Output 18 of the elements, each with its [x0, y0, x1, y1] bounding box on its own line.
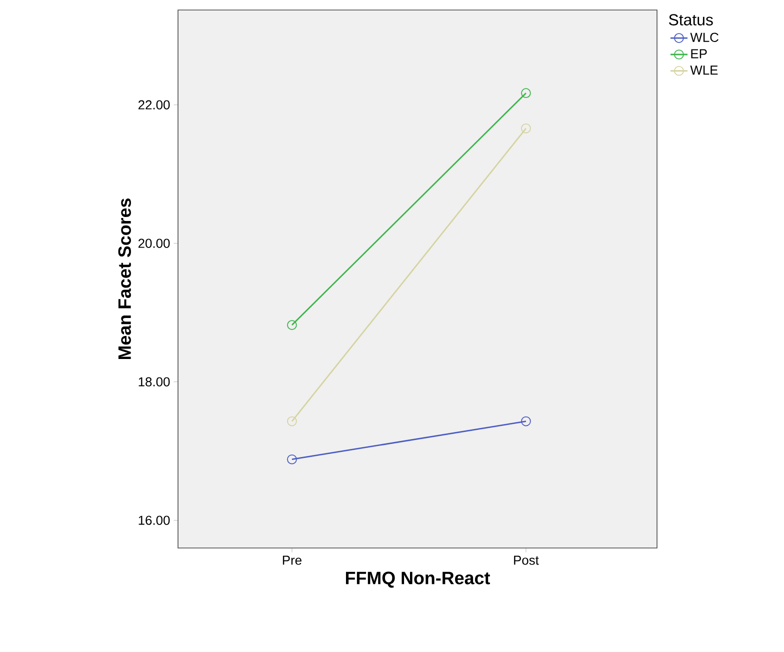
y-tick-label: 20.00	[138, 238, 170, 248]
point	[287, 454, 297, 464]
legend-label: EP	[691, 49, 707, 58]
point	[521, 416, 531, 426]
x-tick-label: Pre	[282, 556, 302, 565]
legend-label: WLE	[690, 66, 718, 75]
y-tick-label: 18.00	[138, 377, 170, 386]
y-tick-label: 16.00	[138, 516, 170, 525]
legend-title: Status	[668, 14, 713, 26]
legend-label: WLC	[690, 32, 718, 42]
point	[287, 320, 297, 330]
y-axis-title: Mean Facet Scores	[118, 198, 131, 360]
point	[521, 123, 531, 134]
point	[521, 88, 531, 98]
x-axis-title: FFMQ Non-React	[346, 572, 490, 588]
x-tick-label: Post	[514, 556, 539, 565]
point	[287, 416, 297, 426]
y-tick-label: 22.00	[138, 100, 170, 110]
